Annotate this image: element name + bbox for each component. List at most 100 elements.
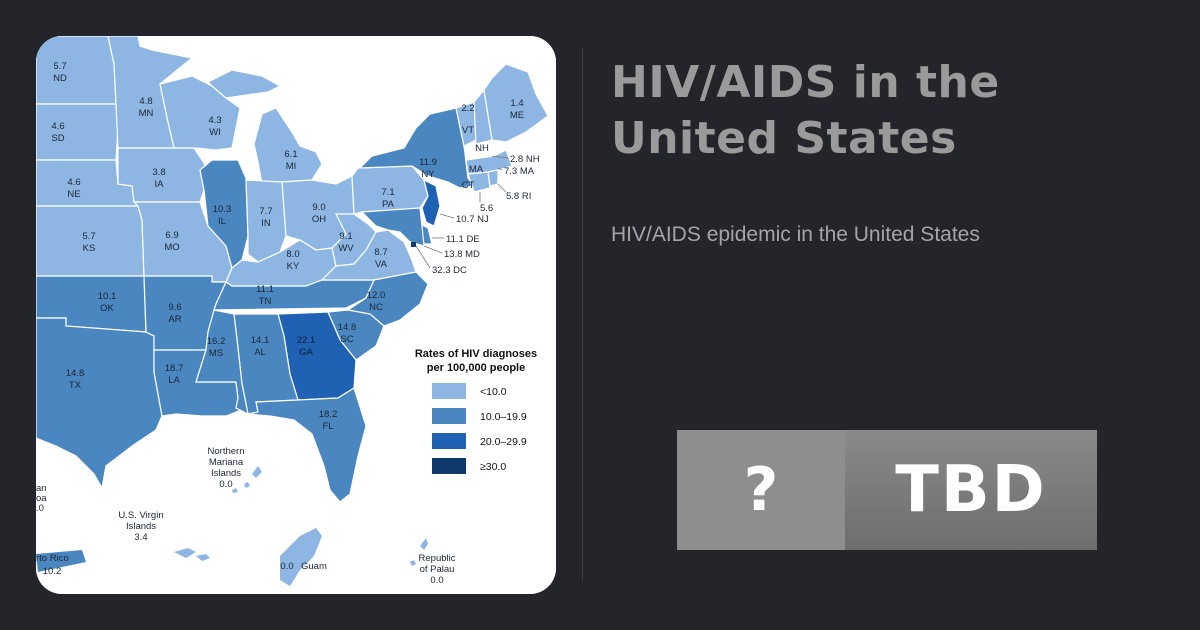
guam-shape — [280, 528, 322, 586]
rate-ga: 22.1 — [297, 335, 316, 346]
svg-text:9.6AR: 9.6 AR — [168, 302, 181, 325]
state-me — [483, 63, 549, 143]
abbr-nj-side: NJ — [477, 214, 489, 225]
abbr-nh: NH — [475, 143, 489, 154]
abbr-nc: NC — [369, 302, 383, 313]
legend-swatch-4 — [432, 458, 466, 474]
svg-text:32.3 DC: 32.3 DC — [432, 265, 467, 276]
rate-nh: 2.8 — [510, 154, 523, 165]
svg-text:3.8IA: 3.8 IA — [152, 167, 165, 190]
abbr-ok: OK — [100, 303, 114, 314]
abbr-ar: AR — [168, 314, 181, 325]
puerto-rico-shape — [36, 550, 86, 572]
svg-text:2.2VT: 2.2 VT — [461, 103, 474, 136]
abbr-tn: TN — [259, 296, 272, 307]
rate-vt: 2.2 — [461, 103, 474, 114]
abbr-pa: PA — [382, 199, 395, 210]
abbr-ky: KY — [287, 261, 300, 272]
rate-in: 7.7 — [259, 206, 272, 217]
rate-wi: 4.3 — [208, 115, 221, 126]
svg-text:6.1MI: 6.1 MI — [284, 149, 297, 172]
svg-text:11.1TN: 11.1 TN — [256, 284, 274, 307]
state-va — [320, 229, 417, 281]
rate-ok: 10.1 — [98, 291, 117, 302]
svg-text:11.9NY: 11.9 NY — [419, 157, 437, 180]
svg-text:4.6NE: 4.6 NE — [67, 177, 80, 200]
abbr-wv: WV — [338, 243, 354, 254]
svg-text:2.8 NH: 2.8 NH — [510, 154, 540, 165]
guam-rate: 0.0 — [280, 561, 293, 572]
legend-label-3: 20.0–29.9 — [480, 436, 527, 448]
legend-title-line2: per 100,000 people — [427, 362, 525, 374]
pr-rate: 10.2 — [43, 566, 62, 577]
dc-marker — [411, 242, 416, 247]
svg-text:10.1OK: 10.1 OK — [98, 291, 117, 314]
state-ct — [467, 171, 491, 193]
rate-mo: 6.9 — [165, 230, 178, 241]
svg-text:10.3IL: 10.3 IL — [213, 204, 232, 227]
as-rate: .0 — [36, 503, 44, 514]
pr-name: rto Rico — [36, 553, 69, 564]
abbr-ma-side: MA — [520, 166, 535, 177]
rate-ar: 9.6 — [168, 302, 181, 313]
guam-name: Guam — [301, 561, 327, 572]
nmi-line1: Northern — [208, 446, 245, 457]
palau-rate: 0.0 — [430, 575, 443, 586]
abbr-ri-side: RI — [522, 191, 532, 202]
as-line1: an — [36, 483, 47, 494]
svg-text:7.1PA: 7.1 PA — [381, 187, 394, 210]
legend-label-2: 10.0–19.9 — [480, 411, 527, 423]
rate-la: 18.7 — [165, 363, 184, 374]
svg-text:14.8TX: 14.8 TX — [66, 368, 85, 391]
rate-ms: 16.2 — [207, 336, 226, 347]
rate-pa: 7.1 — [381, 187, 394, 198]
svg-text:7.7IN: 7.7 IN — [259, 206, 272, 229]
state-ri — [487, 169, 499, 187]
svg-text:9.0OH: 9.0 OH — [312, 202, 326, 225]
svg-text:4.3WI: 4.3 WI — [208, 115, 221, 138]
nmi-line3: Islands — [211, 468, 241, 479]
abbr-nd: ND — [53, 73, 67, 84]
rate-nj: 10.7 — [456, 214, 475, 225]
state-nd — [36, 36, 117, 105]
vi-line2: Islands — [126, 521, 156, 532]
rate-mi: 6.1 — [284, 149, 297, 160]
svg-text:12.0NC: 12.0 NC — [367, 290, 386, 313]
page-title: HIV/AIDS in the United States — [611, 57, 1000, 164]
abbr-wi: WI — [209, 127, 221, 138]
nmi-shape — [232, 466, 262, 493]
svg-text:6.9MO: 6.9 MO — [164, 230, 179, 253]
abbr-sd: SD — [51, 133, 64, 144]
badge-value: TBD — [845, 430, 1097, 550]
abbr-al: AL — [254, 347, 266, 358]
vi-shape — [174, 548, 210, 561]
as-line2: oa — [36, 493, 47, 504]
svg-text:5.8 RI: 5.8 RI — [506, 191, 531, 202]
palau-line2: of Palau — [420, 564, 455, 575]
rate-nd: 5.7 — [53, 61, 66, 72]
legend-swatch-1 — [432, 383, 466, 399]
badge-question-mark: ? — [677, 430, 845, 550]
svg-text:16.2MS: 16.2 MS — [207, 336, 226, 359]
abbr-in: IN — [261, 218, 271, 229]
rate-sd: 4.6 — [51, 121, 64, 132]
rate-md: 13.8 — [444, 249, 463, 260]
map-legend: Rates of HIV diagnoses per 100,000 peopl… — [415, 348, 537, 474]
rate-ne: 4.6 — [67, 177, 80, 188]
state-fl — [247, 387, 367, 503]
abbr-ct: CT — [462, 180, 475, 191]
legend-label-1: <10.0 — [480, 386, 507, 398]
page-subtitle: HIV/AIDS epidemic in the United States — [611, 223, 980, 246]
rate-tx: 14.8 — [66, 368, 85, 379]
rate-il: 10.3 — [213, 204, 232, 215]
rate-mn: 4.8 — [139, 96, 152, 107]
state-wi — [159, 75, 241, 151]
hiv-rate-map: 5.7 ND 4.8 MN 4.6 SD 4.3 WI 6.1 MI 1.4 ME 2.2 V… — [36, 36, 556, 594]
svg-text:11.1 DE: 11.1 DE — [446, 234, 480, 245]
svg-text:4.8MN: 4.8 MN — [139, 96, 154, 119]
abbr-fl: FL — [322, 421, 333, 432]
abbr-ia: IA — [155, 179, 165, 190]
